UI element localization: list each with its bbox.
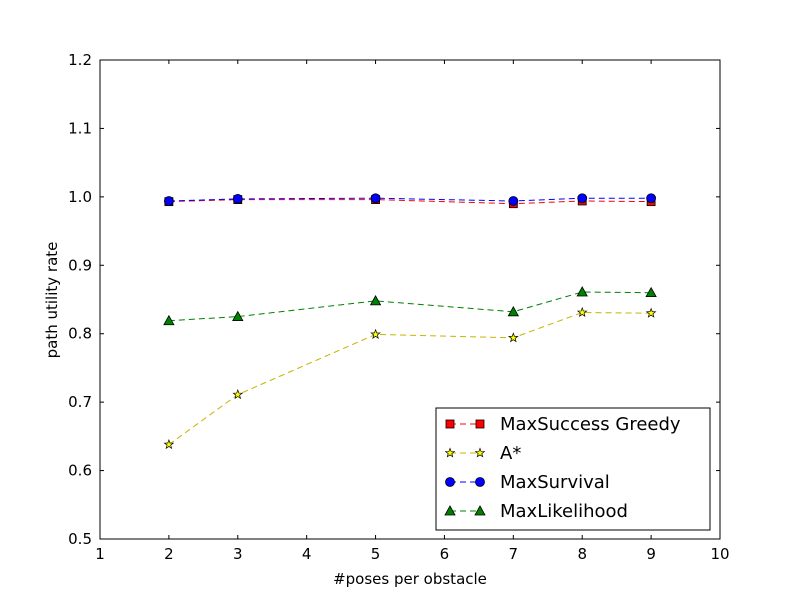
legend-label: MaxSuccess Greedy [500,414,681,435]
data-point [507,332,519,343]
data-point [232,194,243,204]
x-tick-label: 7 [509,545,519,563]
y-tick-label: 0.5 [68,530,92,548]
series-maxsurvival [163,193,657,206]
legend-entry: MaxSuccess Greedy [445,414,681,435]
legend-marker [474,505,486,516]
legend-label: MaxLikelihood [500,501,628,522]
legend-marker [444,505,456,516]
x-tick-label: 10 [710,545,729,563]
y-tick-label: 0.8 [68,325,92,343]
x-axis-label: #poses per obstacle [333,570,487,588]
x-tick-label: 3 [233,545,243,563]
legend: MaxSuccess Greedy A* MaxSurvival MaxLikelih… [435,407,711,531]
data-point [576,306,588,318]
legend-label: MaxSurvival [500,472,610,493]
series-line [168,197,652,202]
legend-marker [475,419,485,429]
data-point [232,310,244,322]
legend-entry: MaxSurvival [445,472,610,493]
data-point [577,193,588,204]
y-axis-label: path utility rate [43,242,61,359]
y-tick-label: 0.9 [68,256,92,274]
legend-label: A* [500,443,521,464]
y-tick-label: 1.1 [68,119,92,137]
x-tick-label: 8 [577,545,587,563]
x-tick-label: 2 [164,545,174,563]
data-point [163,314,175,326]
x-tick-label: 4 [302,545,312,563]
data-point [646,193,657,204]
series-line [168,311,652,446]
y-tick-label: 0.6 [68,462,92,480]
series-maxlikelihood [163,286,657,326]
series-line [168,199,652,205]
data-point [369,295,382,306]
data-point [645,286,657,298]
x-tick-label: 1 [95,545,105,563]
x-tick-label: 6 [440,545,450,563]
x-tick-label: 5 [371,545,381,563]
data-point [232,388,244,400]
legend-entry: A* [444,443,521,464]
legend-entry: MaxLikelihood [444,501,628,522]
legend-marker [444,447,456,458]
data-point [576,286,588,297]
legend-marker [445,477,455,487]
data-point [508,196,519,206]
axis-ticks: 1 2 3 4 5 6 7 8 9 10 0.5 0.6 0.7 0.8 0.9 1.0 1.1 1.2 [68,51,729,563]
legend-marker [445,419,455,429]
series-a [163,306,657,450]
x-tick-label: 9 [646,545,656,563]
legend-marker [474,447,486,458]
data-point [645,307,657,318]
data-point [163,438,175,450]
data-point [370,193,381,204]
y-tick-label: 0.7 [68,393,92,411]
data-point [163,196,174,206]
y-tick-label: 1.0 [68,188,92,206]
legend-marker [475,477,485,487]
data-point [507,305,520,317]
y-tick-label: 1.2 [68,51,92,69]
plot-area-frame [99,59,721,540]
data-point [370,328,381,339]
series-layer [163,193,657,450]
